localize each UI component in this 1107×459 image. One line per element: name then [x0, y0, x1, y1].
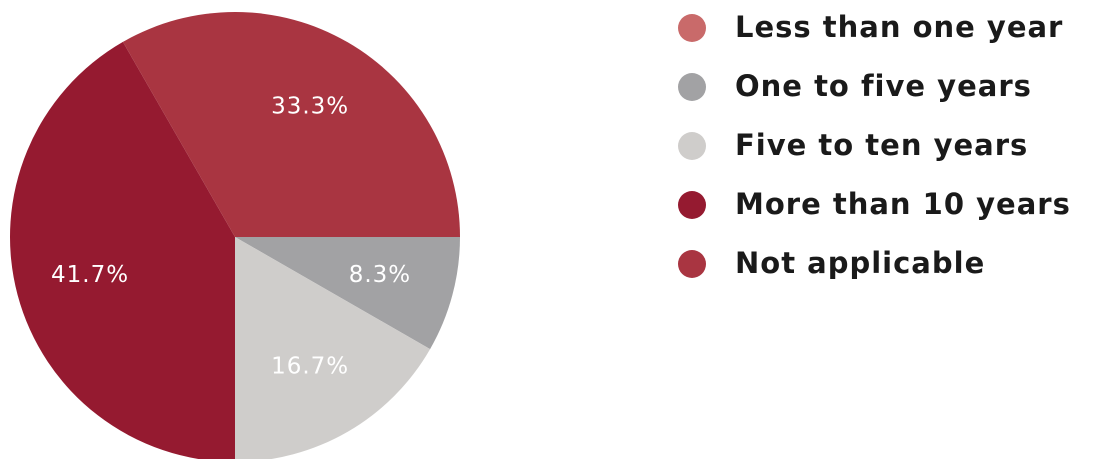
pie-slice	[235, 237, 431, 459]
legend-marker	[678, 14, 706, 42]
legend-label: More than 10 years	[735, 187, 1071, 221]
value-label: 8.3%	[349, 262, 411, 288]
legend-label: Not applicable	[735, 246, 985, 280]
pie-slice	[235, 237, 460, 350]
legend-marker	[678, 191, 706, 219]
pie-slice	[10, 41, 235, 459]
legend-label: Five to ten years	[735, 128, 1028, 162]
legend-marker	[678, 73, 706, 101]
value-label: 33.3%	[271, 94, 349, 120]
value-label: 41.7%	[51, 262, 129, 288]
legend-marker	[678, 132, 706, 160]
legend-label: Less than one year	[735, 10, 1063, 44]
legend-marker	[678, 250, 706, 278]
pie-slice	[122, 11, 461, 237]
legend-label: One to five years	[735, 69, 1032, 103]
value-label: 16.7%	[271, 353, 349, 379]
